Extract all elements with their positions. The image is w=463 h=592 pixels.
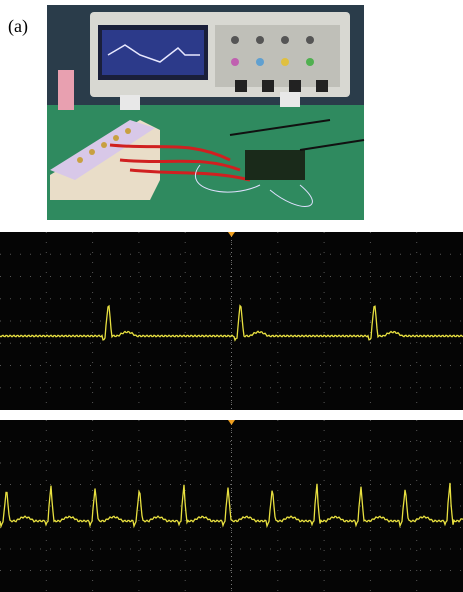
panel-label: (a) [8, 16, 28, 36]
ecg-trace [0, 304, 463, 342]
photo [47, 5, 365, 220]
trigger-marker [228, 420, 235, 425]
trigger-marker [228, 232, 235, 237]
scope-screen [0, 420, 463, 592]
oscilloscope-traces [0, 232, 463, 592]
ecg-trace [0, 482, 463, 529]
